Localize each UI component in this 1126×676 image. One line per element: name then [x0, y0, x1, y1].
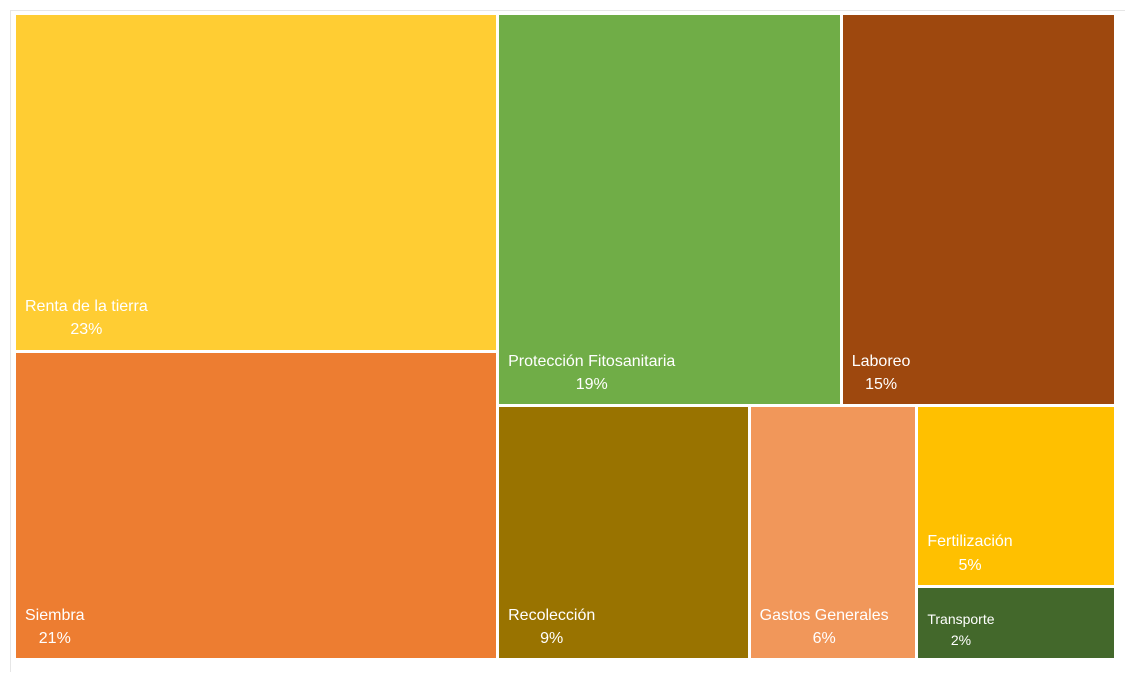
treemap-chart: Renta de la tierra 23% Siembra 21% Prote…	[10, 10, 1125, 672]
tile-renta-de-la-tierra: Renta de la tierra 23%	[16, 15, 497, 350]
tile-siembra: Siembra 21%	[16, 352, 497, 658]
tile-label-gastos: Gastos Generales	[759, 606, 889, 624]
tile-gastos-generales: Gastos Generales 6%	[750, 406, 916, 658]
tile-percent-gastos: 6%	[812, 629, 836, 647]
tile-percent-laboreo: 15%	[865, 375, 898, 393]
tile-label-siembra: Siembra	[25, 606, 85, 624]
tile-label-laboreo: Laboreo	[851, 352, 911, 370]
tile-transporte: Transporte 2%	[918, 587, 1114, 658]
tile-label-renta: Renta de la tierra	[25, 298, 148, 316]
tile-percent-siembra: 21%	[38, 629, 71, 647]
tile-percent-fertilizacion: 5%	[958, 556, 982, 574]
tile-laboreo: Laboreo 15%	[842, 15, 1114, 404]
tile-label-transporte: Transporte	[927, 611, 995, 628]
tile-percent-renta: 23%	[70, 321, 103, 339]
tile-fertilizacion: Fertilización 5%	[918, 406, 1114, 585]
tile-label-fertilizacion: Fertilización	[927, 533, 1013, 551]
tile-recoleccion: Recolección 9%	[499, 406, 748, 658]
tile-percent-recoleccion: 9%	[540, 629, 564, 647]
tile-label-proteccion: Protección Fitosanitaria	[508, 352, 676, 370]
tile-percent-transporte: 2%	[950, 631, 972, 648]
tile-label-recoleccion: Recolección	[508, 606, 596, 624]
tile-proteccion-fitosanitaria: Protección Fitosanitaria 19%	[499, 15, 840, 404]
tile-percent-proteccion: 19%	[575, 375, 608, 393]
